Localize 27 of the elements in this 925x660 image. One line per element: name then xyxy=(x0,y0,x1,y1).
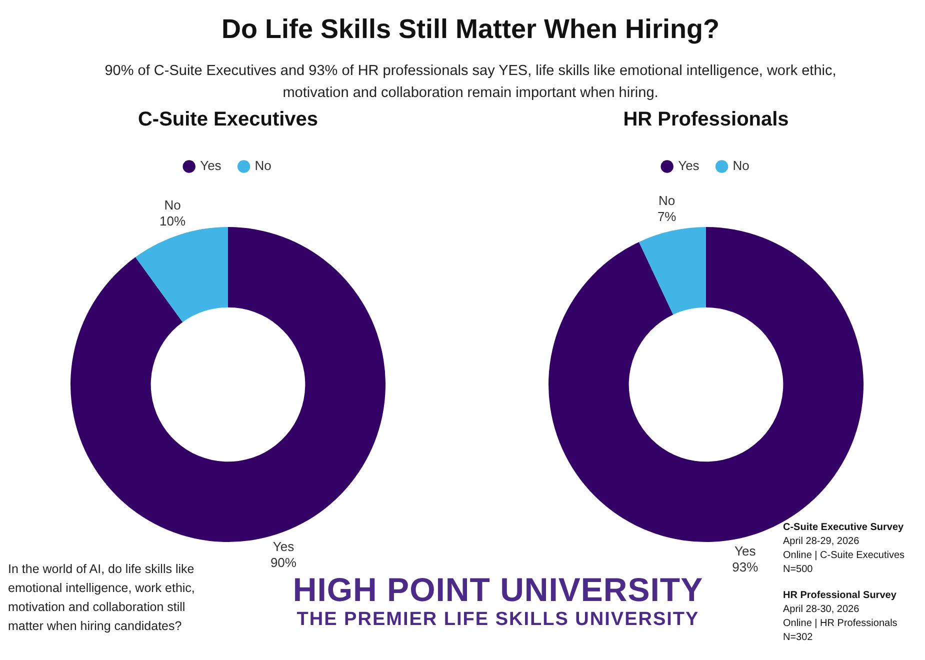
data-label: 93% xyxy=(732,559,759,574)
legend-label: Yes xyxy=(678,158,700,174)
text: N=302 xyxy=(783,632,814,643)
text: Online | HR Professionals xyxy=(783,618,898,629)
slice-label: No xyxy=(658,192,676,208)
legend-label: No xyxy=(254,158,272,174)
legend-label: No xyxy=(732,158,750,174)
text: C-Suite Executive Survey xyxy=(783,522,905,533)
text: HIGH POINT UNIVERSITY xyxy=(292,571,704,608)
slice-label: Yes xyxy=(734,543,756,558)
text: In the world of AI, do life skills like emotional intelligence, work ethic, motivation and collaboration still matter when hiring candidates? xyxy=(8,561,196,635)
data-label: 90% xyxy=(270,554,297,570)
text: HR Professional Survey xyxy=(783,590,898,601)
text: N=500 xyxy=(783,564,814,575)
text: April 28-29, 2026 xyxy=(783,536,860,547)
text: Do Life Skills Still Matter When Hiring? xyxy=(220,14,721,45)
slice-label: Yes xyxy=(272,538,295,554)
slice-label: No xyxy=(164,197,181,212)
chart-title: C-Suite Executives xyxy=(138,108,318,131)
text: Online | C-Suite Executives xyxy=(783,550,906,561)
text: 90% of C-Suite Executives and 93% of HR professionals say YES, life skills like emotional intelligence, work ethic, motivation and collaboration remain important when hiring. xyxy=(104,62,838,103)
text: THE PREMIER LIFE SKILLS UNIVERSITY xyxy=(296,609,700,631)
legend-label: Yes xyxy=(200,158,222,174)
text: April 28-30, 2026 xyxy=(783,604,860,615)
data-label: 10% xyxy=(160,213,186,228)
chart-title: HR Professionals xyxy=(623,108,789,131)
data-label: 7% xyxy=(657,208,677,224)
